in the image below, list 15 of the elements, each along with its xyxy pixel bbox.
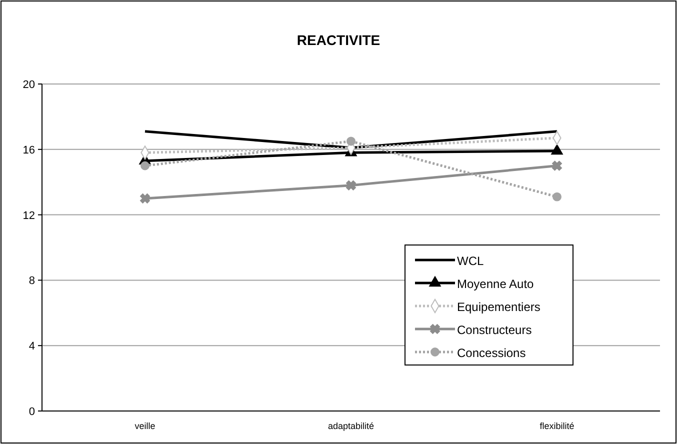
legend-label: Constructeurs [457,323,532,337]
x-tick-label: veille [134,421,156,431]
y-tick-label: 20 [22,79,35,91]
x-tick-label: flexibilité [540,421,574,431]
legend-label: Equipementiers [457,300,540,314]
y-tick-label: 4 [28,340,35,353]
chart-title: REACTIVITE [296,32,380,48]
legend-label: Concessions [457,346,526,360]
y-tick-label: 0 [28,406,35,418]
x-tick-label: adaptabilité [328,421,374,431]
legend-label: WCL [457,254,484,268]
y-tick-label: 16 [22,144,35,156]
legend-label: Moyenne Auto [457,277,534,291]
y-tick-label: 12 [22,210,35,222]
y-tick-label: 8 [28,275,35,288]
